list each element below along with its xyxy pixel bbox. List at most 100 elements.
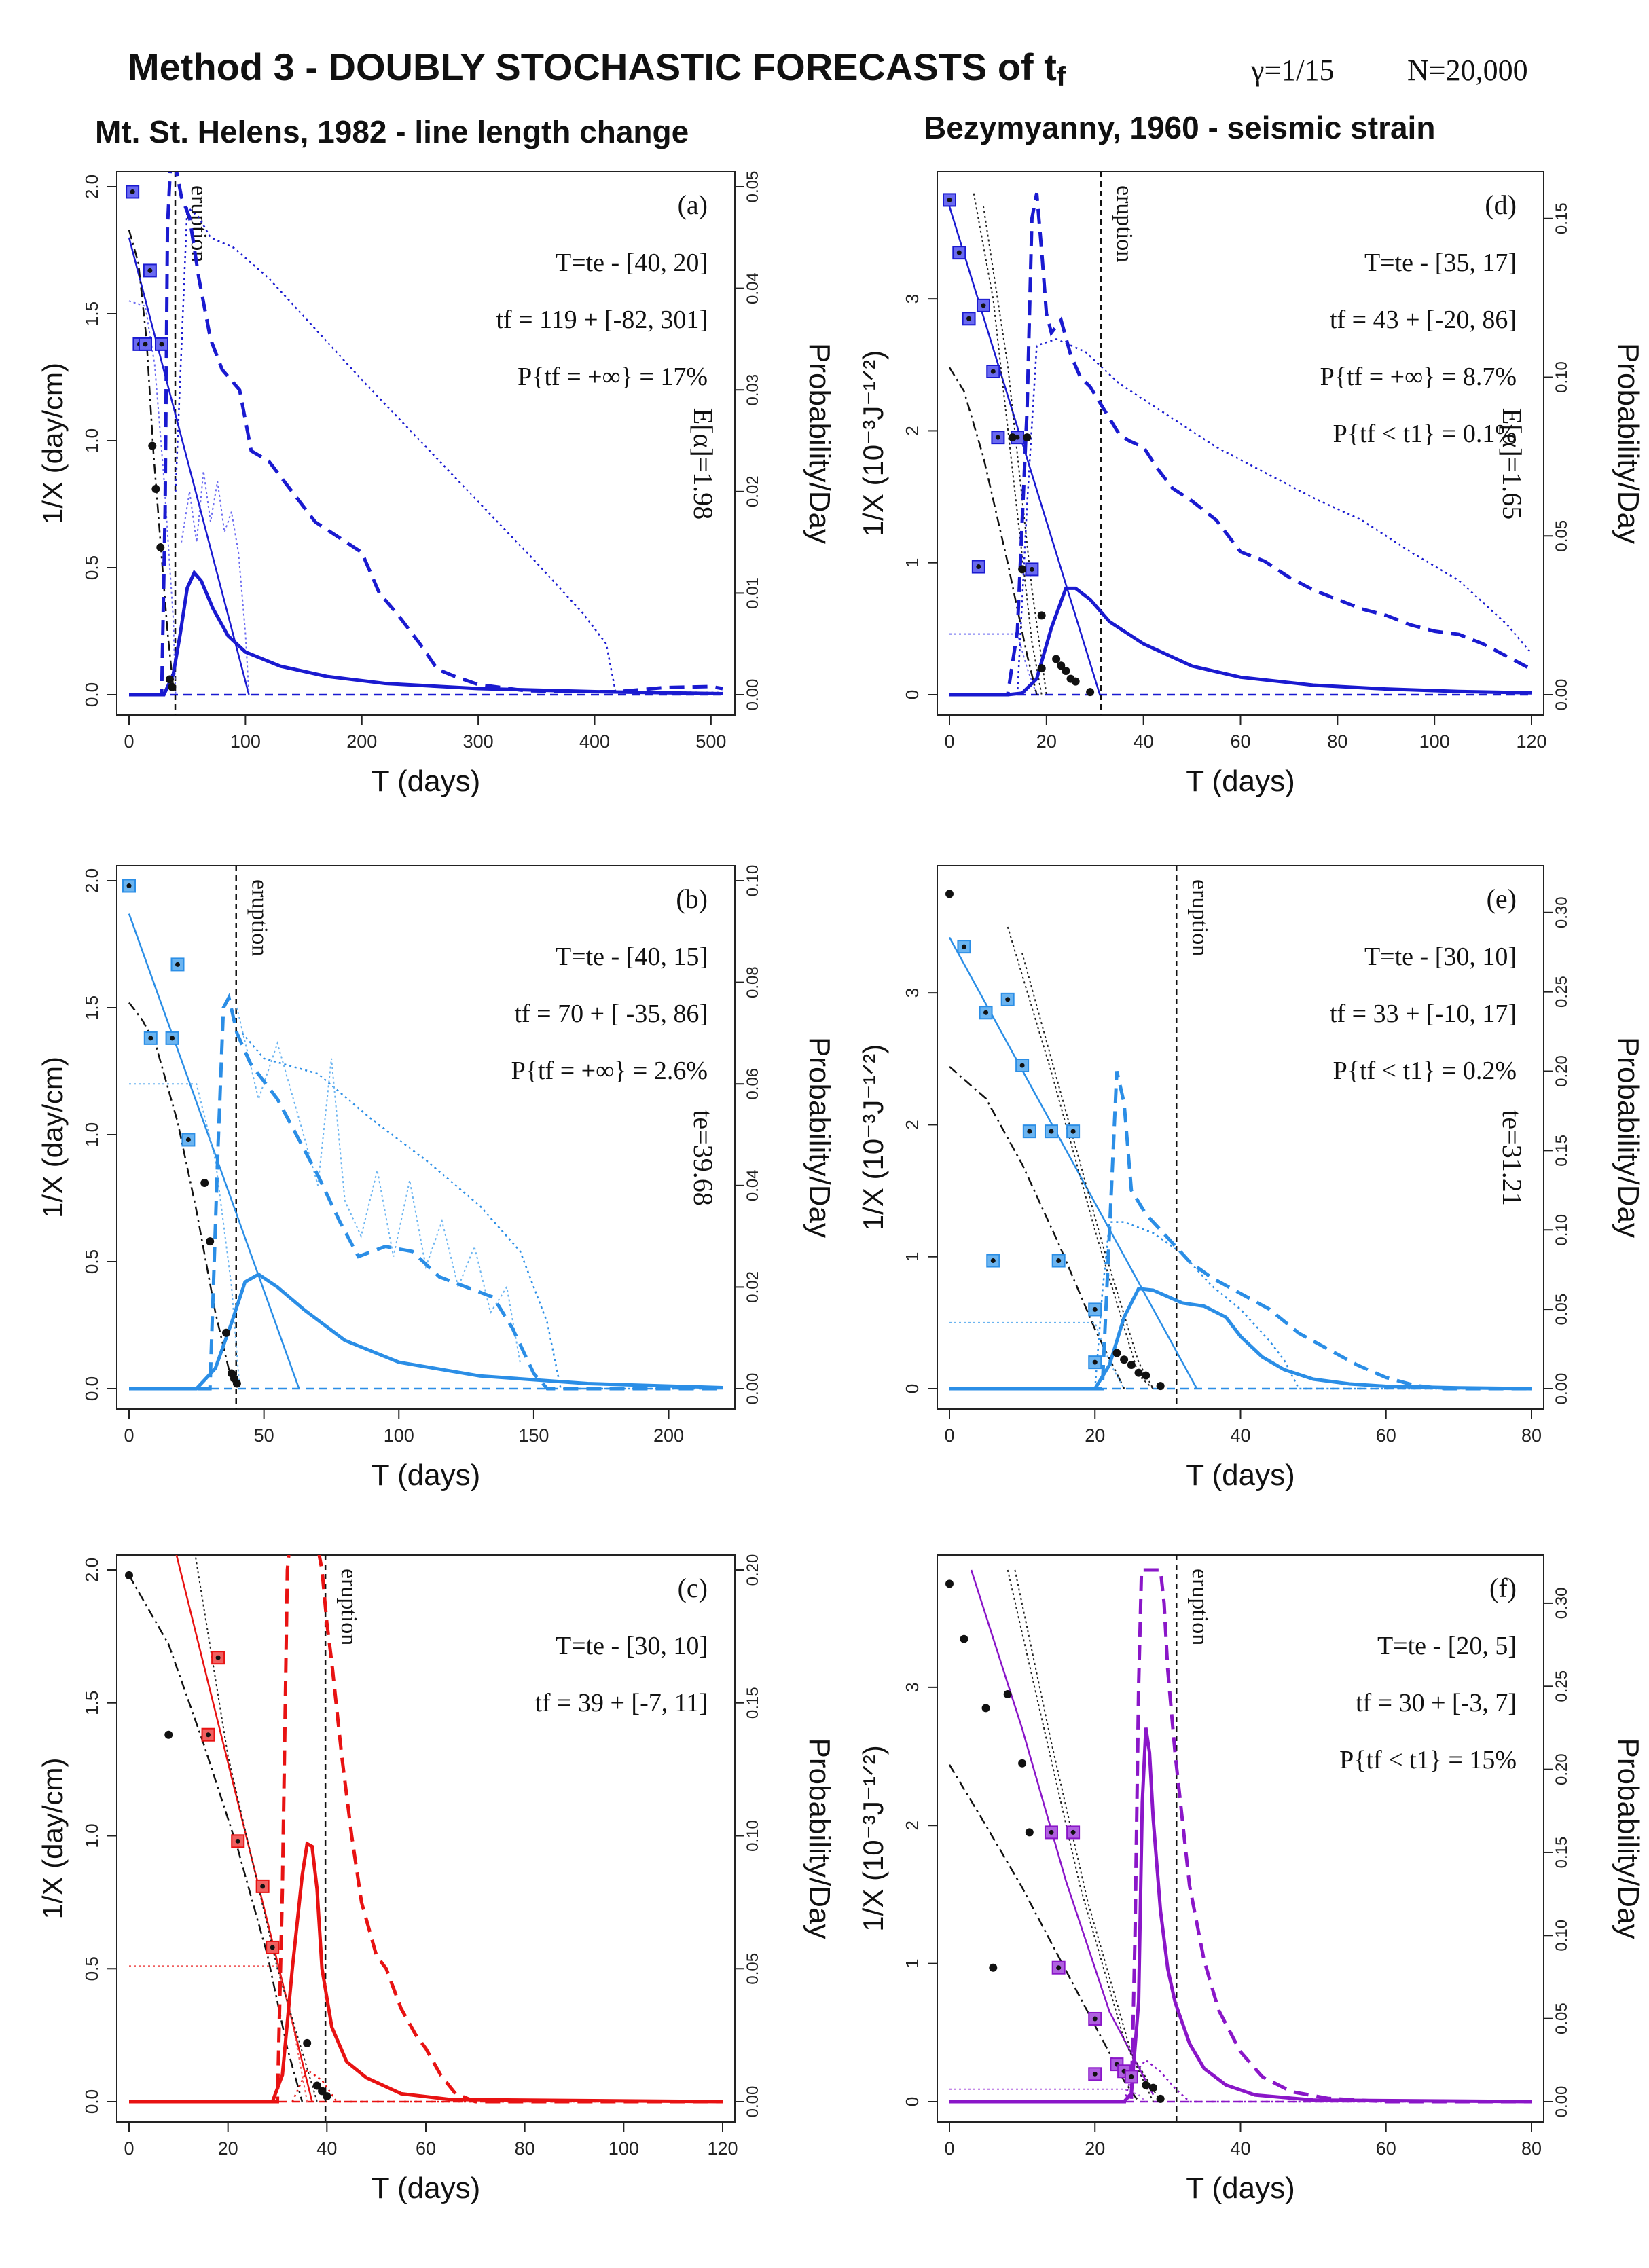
y2-axis-label: Probability/Day [803,1738,836,1939]
panel-label: (b) [676,883,708,914]
y2-tick-label: 0.05 [1553,1294,1571,1325]
y-tick-label: 0.0 [81,1376,102,1401]
data-point-dot [168,682,177,691]
y-tick-label: 2.0 [81,868,102,893]
data-point-dot [312,2081,321,2090]
x-tick-label: 100 [384,1425,414,1446]
data-point-center [976,564,981,570]
y2-axis-label: Probability/Day [1612,343,1645,544]
data-point-center [159,342,164,347]
dotted-fit [949,1321,1125,1389]
x-tick-label: 60 [1230,731,1250,752]
y-tick-label: 0.5 [81,1956,102,1981]
x-tick-label: 80 [1521,2138,1542,2159]
y2-axis-label: Probability/Day [803,343,836,544]
y-axis-label: 1/X (day/cm) [37,1757,69,1919]
y-tick-label: 1 [902,1251,922,1261]
forecast-info: tf = 70 + [ -35, 86] [514,1000,708,1028]
forecast-info: T=te - [30, 10] [556,1632,708,1660]
forecast-info: T=te - [35, 17] [1364,249,1517,277]
data-point-center [130,189,135,194]
y2-tick-label: 0.00 [744,2086,762,2118]
y2-tick-label: 0.03 [744,374,762,406]
side-annotation: te=39.68 [688,1110,719,1205]
x-tick-label: 60 [1376,1425,1396,1446]
side-annotation: E[α]=1.98 [688,408,719,520]
y2-tick-label: 0.00 [744,679,762,711]
y-tick-label: 3 [902,294,922,304]
plot-area: eruption [122,866,723,1409]
data-point-dot [1008,433,1017,442]
y2-tick-label: 0.10 [1553,1214,1571,1246]
y-tick-label: 1.0 [81,428,102,453]
eruption-label: eruption [1187,1569,1212,1645]
y2-axis-label: Probability/Day [1612,1037,1645,1238]
y-tick-label: 1.5 [81,301,102,326]
forecast-info: T=te - [20, 5] [1377,1632,1517,1660]
pdf-jagged [181,471,250,695]
data-point-center [966,316,972,321]
data-point-dot [232,1379,241,1388]
x-tick-label: 20 [1036,731,1057,752]
y2-tick-label: 0.00 [744,1373,762,1405]
forecast-info: tf = 39 + [-7, 11] [534,1689,708,1717]
y-tick-label: 1.0 [81,1122,102,1147]
data-point-center [185,1137,191,1142]
y-tick-label: 1 [902,1958,922,1968]
pdf-solid [949,586,1532,697]
data-point-center [1056,1965,1062,1971]
x-tick-label: 500 [695,731,726,752]
data-point-dot [1037,611,1046,620]
x-axis-label: T (days) [1186,2172,1295,2205]
data-point-dot [1018,565,1027,574]
y-axis-label: 1/X (10⁻³J⁻¹ᐟ²) [857,350,889,536]
extra-fit [983,206,1047,695]
data-point-center [175,962,181,967]
plot-area: eruption [945,866,1532,1409]
y-tick-label: 0.0 [81,682,102,707]
y-tick-label: 2.0 [81,1558,102,1582]
extra-fit [194,1555,318,2102]
dashdot-fit [949,1065,1125,1389]
data-point-dot [323,2092,331,2101]
panels: 0 100 200 300 400 5000.00.51.01.52.00.000.010… [37,171,1645,2205]
y2-tick-label: 0.20 [1553,1753,1571,1785]
y-axis-label: 1/X (day/cm) [37,363,69,524]
x-tick-label: 0 [944,1425,954,1446]
y2-tick-label: 0.05 [744,1953,762,1985]
data-point-dot [1120,1355,1129,1364]
dashdot-fit [128,230,175,687]
data-point-center [1070,1129,1076,1134]
pdf-dashed [949,1568,1532,2104]
data-point-center [215,1655,221,1660]
data-point-dot [1057,661,1066,670]
y2-tick-label: 0.15 [1553,1837,1571,1869]
pdf-jagged [236,1007,521,1364]
plot-frame [116,171,736,716]
data-point-center [995,435,1000,440]
y2-tick-label: 0.00 [1553,2086,1571,2118]
inverse-rate-fit [128,913,300,1389]
y-tick-label: 1.0 [81,1823,102,1848]
forecast-info: P{tf = +∞} = 2.6% [511,1057,708,1085]
data-point-dot [1142,2081,1150,2089]
data-point-center [1049,1129,1054,1134]
y2-tick-label: 0.15 [1553,1135,1571,1167]
data-point-dot [989,1963,998,1972]
forecast-info: tf = 33 + [-10, 17] [1330,1000,1517,1028]
x-tick-label: 0 [124,2138,134,2159]
inverse-rate-fit [970,1569,1155,2096]
dotted-fit [129,1965,308,2102]
extra-fit [1007,926,1154,1389]
plot-frame [116,865,736,1410]
y2-axis-label: Probability/Day [803,1037,836,1238]
forecast-info: P{tf < t1} = 0.2% [1333,1057,1517,1085]
plot-area: eruption [126,172,723,715]
eruption-label: eruption [336,1569,361,1645]
data-point-center [1092,1306,1098,1312]
x-axis-label: T (days) [1186,765,1295,798]
data-point-dot [165,675,174,684]
data-point-dot [318,2087,327,2096]
y2-axis-label: Probability/Day [1612,1738,1645,1939]
